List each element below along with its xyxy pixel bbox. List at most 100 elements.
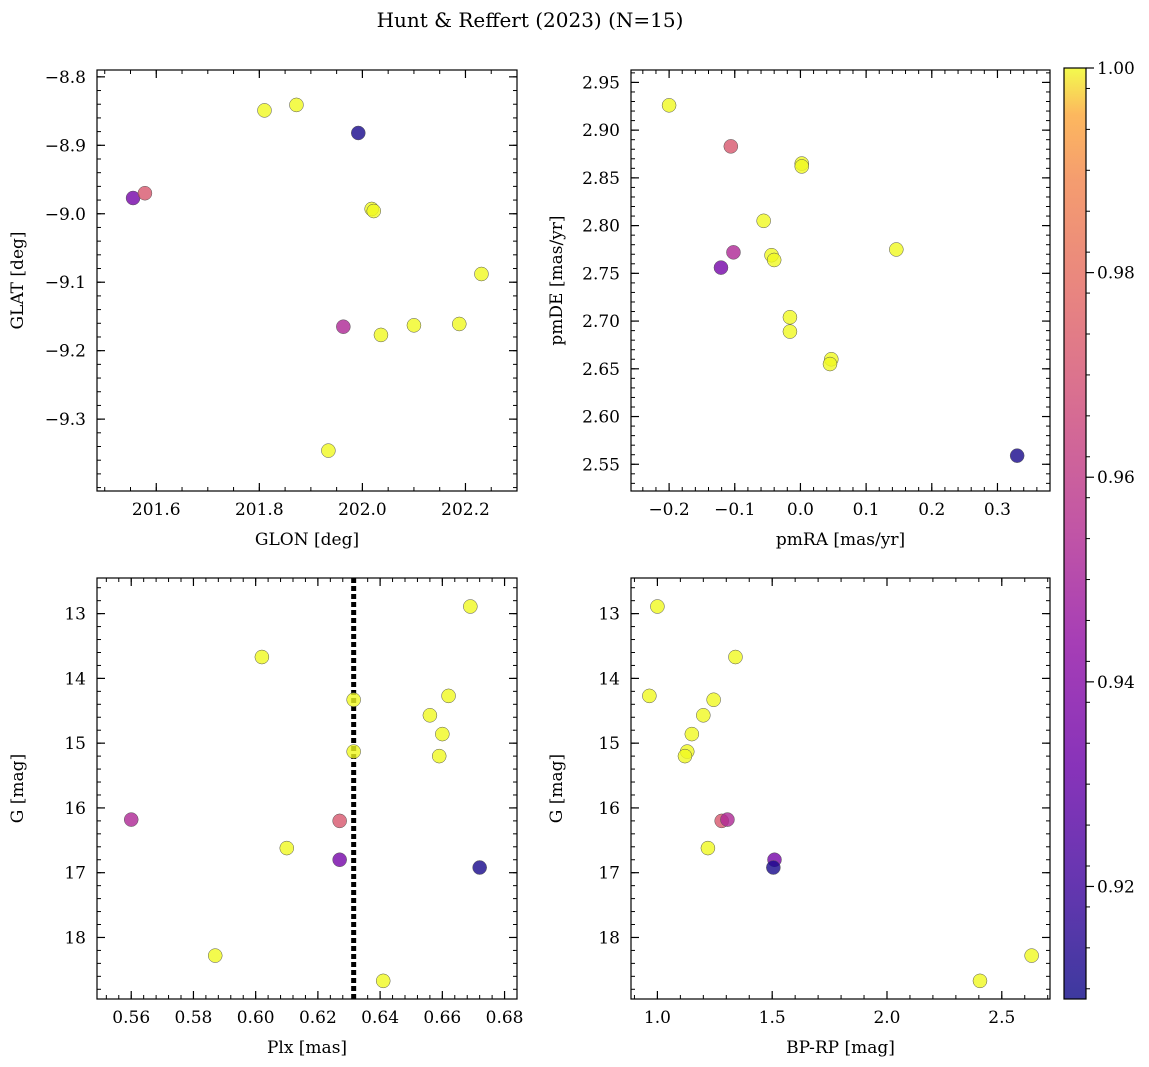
colorbar-gradient xyxy=(1064,68,1086,999)
scatter-point xyxy=(332,852,347,867)
scatter-points xyxy=(642,599,1039,989)
scatter-point xyxy=(723,139,739,154)
scatter-point xyxy=(431,748,447,764)
scatter-point xyxy=(406,318,422,333)
y-tick-label: 18 xyxy=(598,928,620,948)
scatter-point xyxy=(677,748,693,764)
x-tick-label: 0.58 xyxy=(175,1008,213,1028)
y-tick-label: 13 xyxy=(64,605,86,625)
y-tick-label: 2.85 xyxy=(582,169,620,189)
scatter-point xyxy=(1024,948,1039,963)
axes-frame xyxy=(630,69,1051,492)
ticks xyxy=(631,70,1050,491)
scatter-point xyxy=(794,159,810,174)
scatter-point xyxy=(441,688,456,704)
x-tick-label: −0.1 xyxy=(714,500,755,520)
scatter-point xyxy=(782,310,798,325)
scatter-point xyxy=(650,599,665,614)
y-tick-label: 14 xyxy=(598,669,620,689)
scatter-point xyxy=(766,252,782,268)
ticks xyxy=(97,70,517,491)
scatter-point xyxy=(137,185,153,201)
colorbar-tick-label: 0.94 xyxy=(1097,673,1135,693)
colorbar-tick-label: 1.00 xyxy=(1097,59,1135,79)
y-tick-label: 16 xyxy=(598,799,620,819)
y-axis-label: pmDE [mas/yr] xyxy=(547,215,567,345)
scatter-point xyxy=(642,688,657,704)
colorbar-ticks: 0.92 0.94 0.96 0.98 1.00 xyxy=(1086,59,1135,990)
x-tick-label: 1.5 xyxy=(759,1008,786,1028)
scatter-point xyxy=(332,813,347,829)
x-tick-label: 0.64 xyxy=(361,1008,399,1028)
x-axis-label: pmRA [mas/yr] xyxy=(776,530,905,550)
scatter-point xyxy=(346,744,361,759)
scatter-point xyxy=(1009,448,1025,463)
ticks xyxy=(97,578,517,999)
y-tick-label: 2.65 xyxy=(582,360,620,380)
y-tick-label: 17 xyxy=(64,864,86,884)
scatter-point xyxy=(289,97,304,113)
scatter-point xyxy=(696,708,711,723)
x-tick-label: 0.3 xyxy=(984,500,1011,520)
x-tick-label: 2.5 xyxy=(988,1008,1015,1028)
y-tick-label: 2.70 xyxy=(582,312,620,332)
colorbar-tick-label: 0.92 xyxy=(1097,877,1135,897)
axes-frame xyxy=(96,577,518,1000)
scatter-point xyxy=(661,98,677,113)
scatter-point xyxy=(684,726,700,742)
x-tick-label: 0.62 xyxy=(299,1008,337,1028)
x-tick-label: 0.56 xyxy=(112,1008,150,1028)
x-tick-label: 201.6 xyxy=(132,500,181,520)
scatter-point xyxy=(207,948,223,963)
panel-glon-glat: 201.6 201.8 202.0 202.2 −8.8 −8.9 −9.0 −9.1 −9.2… xyxy=(8,68,518,550)
colorbar-frame xyxy=(1063,67,1087,1000)
y-tick-label: −9.1 xyxy=(45,273,86,293)
scatter-points xyxy=(125,97,489,458)
y-tick-label: 16 xyxy=(64,799,86,819)
scatter-point xyxy=(706,692,721,708)
scatter-point xyxy=(463,599,478,614)
x-tick-label: 0.1 xyxy=(853,500,880,520)
y-tick-label: −9.2 xyxy=(45,342,86,362)
scatter-point xyxy=(756,213,771,229)
colorbar-tick-label: 0.98 xyxy=(1097,264,1135,284)
figure-title: Hunt & Reffert (2023) (N=15) xyxy=(377,8,684,32)
y-tick-label: 17 xyxy=(598,864,620,884)
scatter-point xyxy=(713,260,729,275)
scatter-point xyxy=(822,356,838,372)
y-tick-label: 2.80 xyxy=(582,217,620,237)
y-tick-label: −9.0 xyxy=(45,205,86,225)
y-tick-label: −9.3 xyxy=(45,410,86,430)
scatter-point xyxy=(728,649,743,665)
scatter-point xyxy=(720,812,735,827)
x-axis-label: BP-RP [mag] xyxy=(786,1038,895,1058)
x-tick-label: 0.66 xyxy=(423,1008,461,1028)
scatter-point xyxy=(123,812,139,827)
scatter-point xyxy=(346,692,361,708)
panel-plx-g: 0.56 0.58 0.60 0.62 0.64 0.66 0.68 13 14 15 16 17 18… xyxy=(8,577,523,1058)
scatter-point xyxy=(782,324,798,339)
x-tick-label: −0.2 xyxy=(648,500,689,520)
y-tick-label: 2.90 xyxy=(582,121,620,141)
scatter-point xyxy=(472,860,487,875)
colorbar: 0.92 0.94 0.96 0.98 1.00 xyxy=(1063,59,1135,1000)
y-tick-label: 2.55 xyxy=(582,455,620,475)
x-tick-label: 202.2 xyxy=(441,500,490,520)
scatter-points xyxy=(123,599,487,989)
scatter-point xyxy=(257,103,272,118)
scatter-point xyxy=(373,327,389,343)
scatter-point xyxy=(254,649,270,665)
x-tick-label: 202.0 xyxy=(338,500,387,520)
scatter-point xyxy=(972,973,988,989)
scatter-point xyxy=(321,443,336,458)
x-tick-label: 2.0 xyxy=(873,1008,900,1028)
scatter-point xyxy=(366,203,381,219)
x-tick-label: 1.0 xyxy=(644,1008,671,1028)
scatter-point xyxy=(452,316,467,332)
scatter-point xyxy=(375,973,391,989)
axes-frame xyxy=(96,69,518,492)
y-tick-label: −8.8 xyxy=(45,68,86,88)
x-axis-label: GLON [deg] xyxy=(255,530,359,550)
y-tick-label: −8.9 xyxy=(45,136,86,156)
scatter-point xyxy=(336,319,351,334)
